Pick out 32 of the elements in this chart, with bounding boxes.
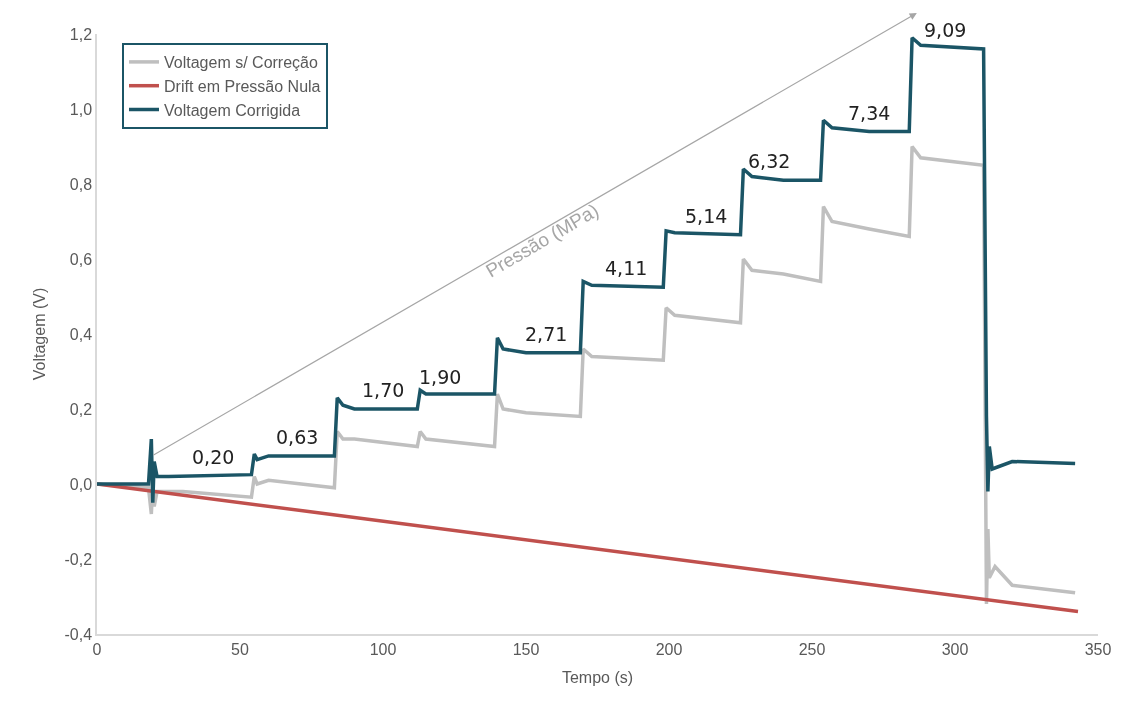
y-tick-label: -0,2 [64,550,93,568]
y-tick-label: 1,2 [69,25,93,43]
legend-label: Voltagem Corrigida [164,101,301,119]
y-tick-label: 1,0 [69,100,93,118]
x-tick-label: 0 [92,640,102,658]
x-tick-label: 250 [798,640,826,658]
y-tick-label: 0,0 [69,475,93,493]
annotation: 6,32 [748,150,791,172]
y-tick-label: 0,6 [69,250,93,268]
x-tick-label: 300 [941,640,969,658]
x-tick-label: 200 [655,640,683,658]
x-tick-label: 50 [231,640,249,658]
legend-label: Drift em Pressão Nula [164,77,321,95]
annotation: 7,34 [848,102,891,124]
y-tick-label: 0,8 [69,175,93,193]
annotation: 1,90 [419,366,462,388]
annotation: 2,71 [525,323,568,345]
legend-label: Voltagem s/ Correção [164,54,318,72]
y-tick-label: 0,4 [69,325,93,343]
y-axis-title: Voltagem (V) [30,287,48,381]
x-tick-label: 350 [1084,640,1112,658]
annotation: 0,63 [276,426,319,448]
annotation: 9,09 [924,19,967,41]
y-tick-label: -0,4 [64,625,93,643]
x-tick-label: 100 [369,640,397,658]
annotation: 4,11 [605,257,648,279]
x-tick-label: 150 [512,640,540,658]
annotation: 5,14 [685,205,728,227]
y-tick-label: 0,2 [69,400,93,418]
annotation: 1,70 [362,379,405,401]
annotation: 0,20 [192,446,235,468]
x-axis-title: Tempo (s) [561,669,634,687]
